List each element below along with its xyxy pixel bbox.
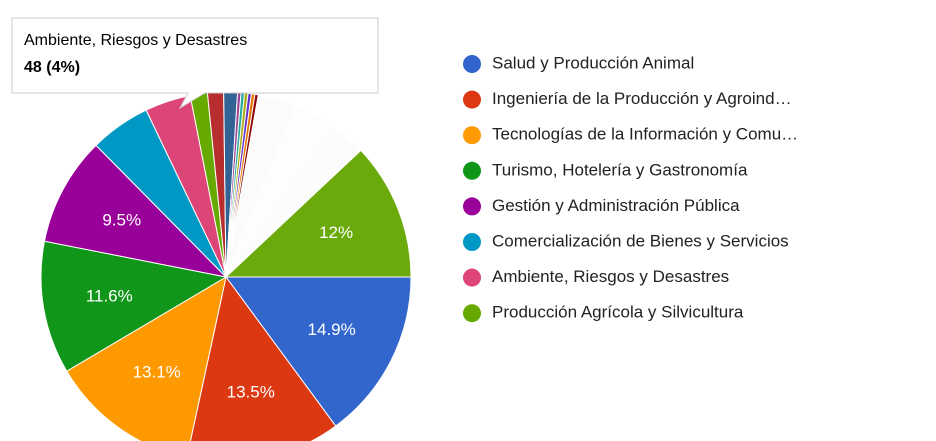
tooltip-title: Ambiente, Riesgos y Desastres (24, 32, 247, 49)
legend-swatch (463, 268, 481, 287)
slice-label: 13.5% (227, 382, 275, 401)
legend-swatch (463, 233, 481, 251)
legend-label: Tecnologías de la Información y Comu… (492, 125, 798, 144)
legend-swatch (463, 161, 481, 180)
slice-label: 11.6% (86, 286, 133, 305)
slice (66, 275, 227, 441)
slice-label: 12% (319, 223, 353, 242)
slice (43, 144, 228, 278)
legend-label: Salud y Producción Animal (492, 53, 694, 72)
legend-label: Ingeniería de la Producción y Agroind… (492, 89, 792, 108)
legend-swatch (463, 55, 481, 73)
legend-swatch (463, 90, 481, 109)
slice (189, 275, 337, 441)
legend-label: Producción Agrícola y Silvicultura (492, 303, 744, 322)
tooltip-text: 48 (4%) (24, 59, 80, 76)
tooltip: Ambiente, Riesgos y Desastres 48 (4%) (11, 17, 379, 110)
legend: Salud y Producción Animal Ingeniería de l… (463, 53, 798, 323)
pie: 14.9% 13.5% 13.1% 11.6% 9.5% 12% (40, 91, 412, 441)
legend-swatch (463, 126, 481, 145)
slice (225, 276, 412, 427)
legend-swatch (463, 304, 481, 323)
tooltip-box (11, 17, 379, 110)
legend-swatch (463, 197, 481, 216)
slice (224, 149, 412, 278)
legend-label: Ambiente, Riesgos y Desastres (492, 267, 729, 286)
slice-label: 14.9% (308, 320, 356, 339)
legend-label: Turismo, Hotelería y Gastronomía (492, 160, 748, 179)
legend-label: Gestión y Administración Pública (492, 196, 740, 215)
slice-label: 13.1% (133, 362, 181, 381)
slice (40, 240, 228, 372)
slice-label: 9.5% (102, 210, 141, 229)
legend-label: Comercialización de Bienes y Servicios (492, 231, 789, 250)
